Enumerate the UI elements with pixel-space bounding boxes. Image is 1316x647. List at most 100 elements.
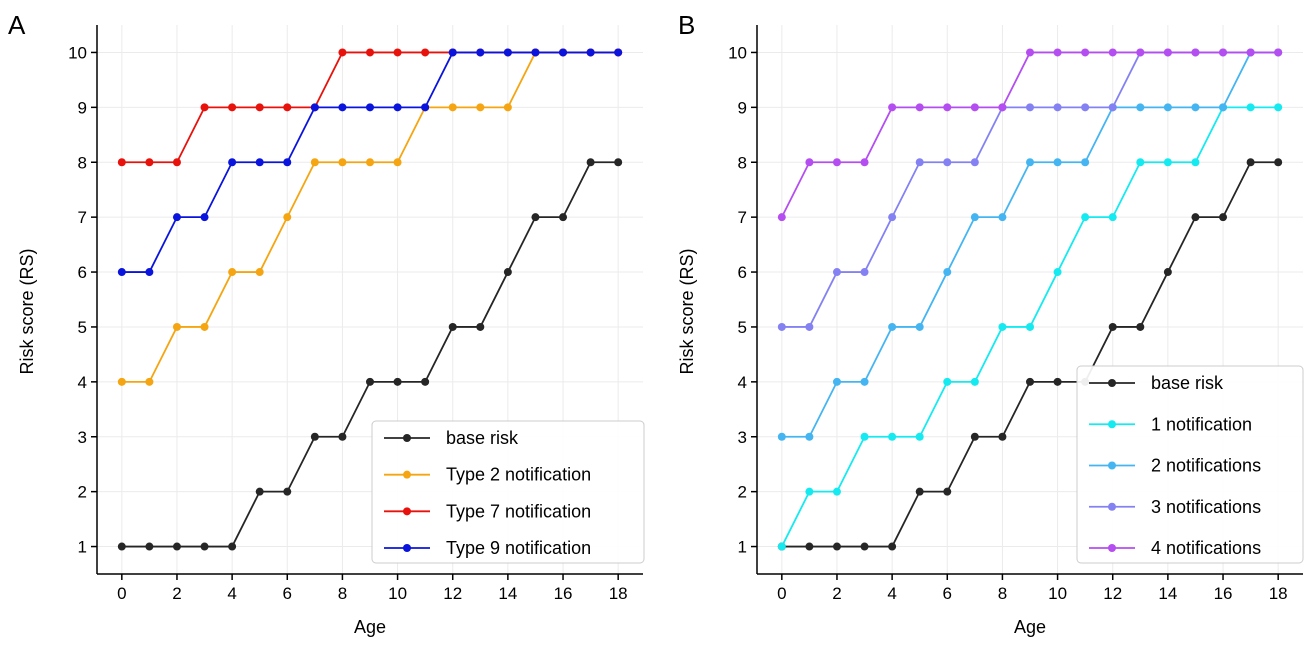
chart-panel-a: 0 2 4 6 8 10 12 14 16 1812345678910AgeRisk score … bbox=[17, 25, 644, 637]
data-point bbox=[476, 323, 484, 331]
data-point bbox=[943, 103, 951, 111]
data-point bbox=[256, 268, 264, 276]
data-point bbox=[943, 268, 951, 276]
data-point bbox=[1081, 158, 1089, 166]
data-point bbox=[256, 103, 264, 111]
data-point bbox=[1026, 378, 1034, 386]
data-point bbox=[1026, 158, 1034, 166]
data-point bbox=[1054, 48, 1062, 56]
x-tick-label: 10 bbox=[388, 584, 407, 603]
data-point bbox=[1136, 48, 1144, 56]
data-point bbox=[201, 213, 209, 221]
data-point bbox=[1136, 158, 1144, 166]
data-point bbox=[421, 378, 429, 386]
data-point bbox=[778, 213, 786, 221]
y-tick-label: 6 bbox=[738, 263, 747, 282]
legend-label: base risk bbox=[446, 428, 519, 448]
data-point bbox=[805, 323, 813, 331]
data-point bbox=[1026, 48, 1034, 56]
y-tick-label: 7 bbox=[738, 208, 747, 227]
legend-label: Type 9 notification bbox=[446, 538, 591, 558]
data-point bbox=[778, 543, 786, 551]
data-point bbox=[916, 488, 924, 496]
data-point bbox=[1191, 48, 1199, 56]
data-point bbox=[118, 378, 126, 386]
data-point bbox=[888, 433, 896, 441]
data-point bbox=[504, 48, 512, 56]
data-point bbox=[1219, 103, 1227, 111]
data-point bbox=[256, 158, 264, 166]
data-point bbox=[1054, 158, 1062, 166]
data-point bbox=[531, 48, 539, 56]
data-point bbox=[559, 48, 567, 56]
data-point bbox=[366, 158, 374, 166]
data-point bbox=[145, 268, 153, 276]
legend-swatch-marker bbox=[403, 544, 411, 552]
data-point bbox=[228, 268, 236, 276]
y-tick-label: 8 bbox=[78, 153, 87, 172]
data-point bbox=[1136, 323, 1144, 331]
data-point bbox=[338, 103, 346, 111]
x-tick-label: 14 bbox=[498, 584, 517, 603]
data-point bbox=[971, 213, 979, 221]
data-point bbox=[228, 158, 236, 166]
data-point bbox=[283, 488, 291, 496]
data-point bbox=[1274, 48, 1282, 56]
data-point bbox=[833, 268, 841, 276]
data-point bbox=[861, 433, 869, 441]
y-tick-label: 1 bbox=[78, 538, 87, 557]
data-point bbox=[118, 543, 126, 551]
data-point bbox=[587, 158, 595, 166]
data-point bbox=[201, 543, 209, 551]
data-point bbox=[1109, 103, 1117, 111]
data-point bbox=[998, 103, 1006, 111]
panel-label-b: B bbox=[678, 10, 695, 40]
y-tick-label: 4 bbox=[78, 373, 87, 392]
legend-label: 2 notifications bbox=[1151, 456, 1261, 476]
data-point bbox=[971, 378, 979, 386]
legend-swatch-marker bbox=[403, 471, 411, 479]
data-point bbox=[145, 158, 153, 166]
legend-swatch-marker bbox=[1108, 503, 1116, 511]
legend-label: base risk bbox=[1151, 373, 1224, 393]
data-point bbox=[998, 323, 1006, 331]
x-tick-label: 8 bbox=[998, 584, 1007, 603]
data-point bbox=[1191, 103, 1199, 111]
data-point bbox=[118, 268, 126, 276]
data-point bbox=[1219, 48, 1227, 56]
data-point bbox=[173, 543, 181, 551]
legend-label: 4 notifications bbox=[1151, 538, 1261, 558]
x-tick-label: 12 bbox=[443, 584, 462, 603]
data-point bbox=[145, 543, 153, 551]
data-point bbox=[888, 213, 896, 221]
data-point bbox=[833, 543, 841, 551]
y-tick-label: 2 bbox=[738, 483, 747, 502]
data-point bbox=[1247, 48, 1255, 56]
data-point bbox=[1164, 268, 1172, 276]
legend-swatch-marker bbox=[1108, 420, 1116, 428]
y-tick-label: 5 bbox=[78, 318, 87, 337]
x-tick-label: 16 bbox=[1214, 584, 1233, 603]
x-tick-label: 2 bbox=[172, 584, 181, 603]
x-tick-label: 6 bbox=[943, 584, 952, 603]
data-point bbox=[1054, 268, 1062, 276]
data-point bbox=[943, 158, 951, 166]
y-axis-title: Risk score (RS) bbox=[17, 248, 37, 374]
y-tick-label: 2 bbox=[78, 483, 87, 502]
data-point bbox=[1054, 378, 1062, 386]
data-point bbox=[1054, 103, 1062, 111]
legend-swatch-marker bbox=[403, 507, 411, 515]
y-tick-label: 3 bbox=[738, 428, 747, 447]
y-tick-label: 1 bbox=[738, 538, 747, 557]
data-point bbox=[1026, 103, 1034, 111]
x-tick-label: 10 bbox=[1048, 584, 1067, 603]
data-point bbox=[366, 378, 374, 386]
legend-label: Type 2 notification bbox=[446, 465, 591, 485]
data-point bbox=[504, 103, 512, 111]
x-tick-label: 0 bbox=[777, 584, 786, 603]
data-point bbox=[504, 268, 512, 276]
data-point bbox=[476, 48, 484, 56]
y-tick-label: 4 bbox=[738, 373, 747, 392]
x-tick-label: 14 bbox=[1158, 584, 1177, 603]
data-point bbox=[311, 158, 319, 166]
